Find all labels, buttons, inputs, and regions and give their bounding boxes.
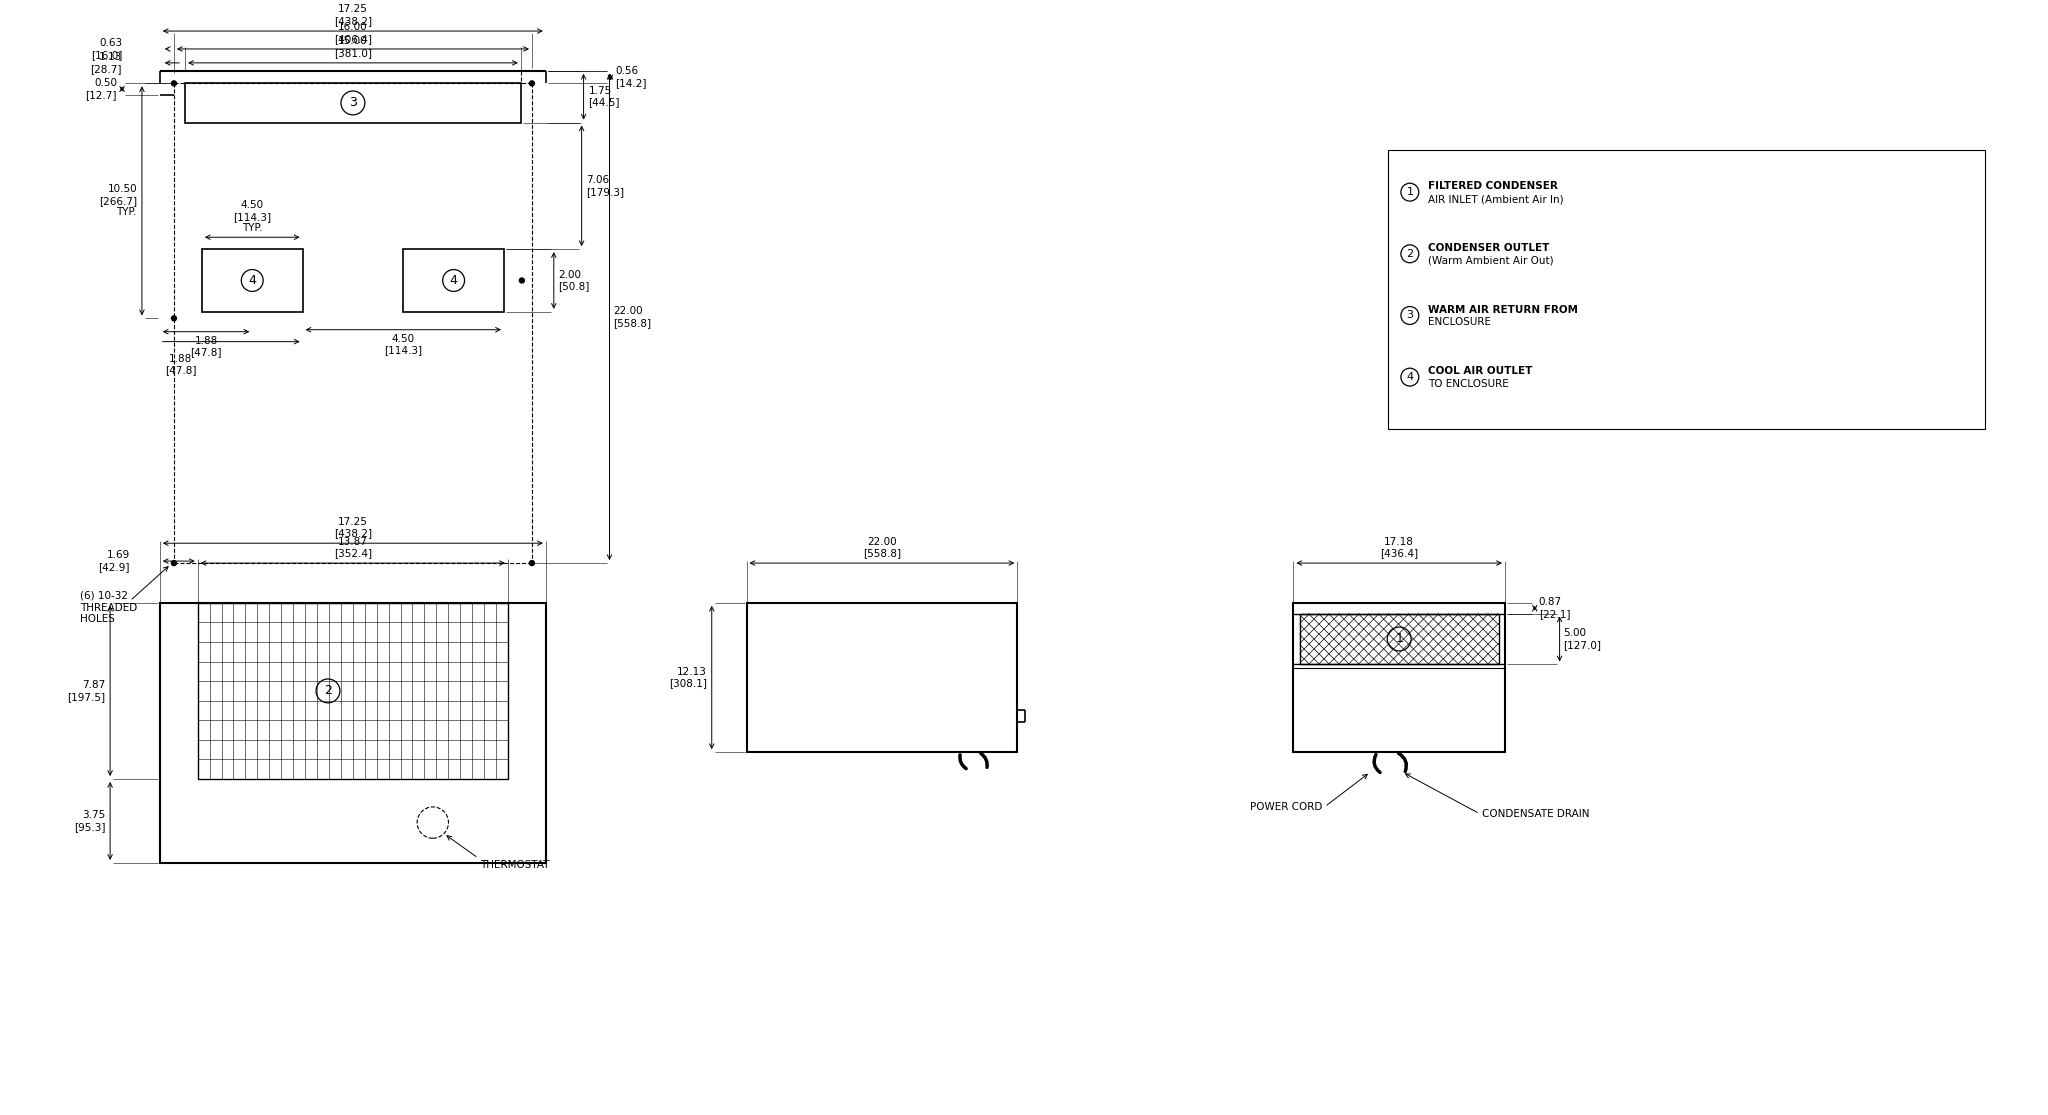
- Text: 1: 1: [1395, 632, 1403, 646]
- Circle shape: [520, 278, 524, 283]
- Bar: [403, 249, 504, 312]
- Circle shape: [172, 561, 176, 565]
- Text: POWER CORD: POWER CORD: [1249, 802, 1323, 812]
- Text: 4: 4: [1407, 372, 1413, 382]
- Text: 3: 3: [1407, 310, 1413, 320]
- Text: 4: 4: [248, 274, 256, 287]
- Text: 22.00
[558.8]: 22.00 [558.8]: [614, 307, 651, 328]
- Text: 17.25
[438.2]: 17.25 [438.2]: [334, 516, 373, 539]
- Text: 3.75
[95.3]: 3.75 [95.3]: [74, 811, 104, 832]
- Text: 2: 2: [324, 685, 332, 697]
- Text: 16.00
[406.4]: 16.00 [406.4]: [334, 22, 373, 43]
- Text: 0.63
[16.0]: 0.63 [16.0]: [90, 38, 123, 60]
- Text: 0.56
[14.2]: 0.56 [14.2]: [614, 66, 647, 88]
- Text: AIR INLET (Ambient Air In): AIR INLET (Ambient Air In): [1427, 194, 1563, 204]
- Text: 1.75
[44.5]: 1.75 [44.5]: [588, 86, 621, 107]
- Text: 13.87
[352.4]: 13.87 [352.4]: [334, 536, 373, 559]
- Text: 15.00
[381.0]: 15.00 [381.0]: [334, 37, 373, 58]
- Text: 17.25
[438.2]: 17.25 [438.2]: [334, 4, 373, 26]
- Text: 10.50
[266.7]
TYP.: 10.50 [266.7] TYP.: [98, 184, 137, 217]
- Bar: [160, 603, 547, 863]
- Text: WARM AIR RETURN FROM: WARM AIR RETURN FROM: [1427, 304, 1577, 314]
- Text: 1.88
[47.8]: 1.88 [47.8]: [190, 336, 221, 357]
- Text: 1: 1: [1407, 187, 1413, 197]
- Text: (6) 10-32
THREADED
HOLES: (6) 10-32 THREADED HOLES: [80, 591, 137, 624]
- Bar: [748, 603, 1018, 753]
- Bar: [184, 84, 520, 123]
- Text: 7.87
[197.5]: 7.87 [197.5]: [68, 680, 104, 701]
- Circle shape: [172, 81, 176, 86]
- Text: 0.50
[12.7]: 0.50 [12.7]: [86, 78, 117, 99]
- Text: 1.13
[28.7]: 1.13 [28.7]: [90, 52, 123, 74]
- Text: 0.87
[22.1]: 0.87 [22.1]: [1538, 598, 1571, 619]
- Text: ENCLOSURE: ENCLOSURE: [1427, 318, 1491, 328]
- Bar: [1300, 613, 1499, 665]
- Text: 3: 3: [348, 96, 356, 109]
- Text: 1.88
[47.8]: 1.88 [47.8]: [166, 353, 197, 375]
- Text: 2: 2: [1407, 249, 1413, 259]
- Text: 17.18
[436.4]: 17.18 [436.4]: [1380, 536, 1419, 559]
- Circle shape: [172, 316, 176, 321]
- Circle shape: [530, 561, 535, 565]
- Text: 1.69
[42.9]: 1.69 [42.9]: [98, 551, 129, 572]
- Text: 4.50
[114.3]
TYP.: 4.50 [114.3] TYP.: [233, 200, 270, 233]
- Circle shape: [530, 81, 535, 86]
- Text: CONDENSATE DRAIN: CONDENSATE DRAIN: [1483, 808, 1589, 818]
- Text: 5.00
[127.0]: 5.00 [127.0]: [1563, 628, 1602, 650]
- Text: FILTERED CONDENSER: FILTERED CONDENSER: [1427, 182, 1559, 191]
- Text: 4: 4: [451, 274, 457, 287]
- Bar: [203, 249, 303, 312]
- Text: CONDENSER OUTLET: CONDENSER OUTLET: [1427, 243, 1548, 253]
- Text: TO ENCLOSURE: TO ENCLOSURE: [1427, 379, 1509, 389]
- Text: (Warm Ambient Air Out): (Warm Ambient Air Out): [1427, 255, 1552, 265]
- Text: 4.50
[114.3]: 4.50 [114.3]: [385, 333, 422, 356]
- Bar: [1389, 151, 1985, 429]
- Bar: [1294, 603, 1505, 753]
- Text: 2.00
[50.8]: 2.00 [50.8]: [557, 270, 590, 291]
- Text: 12.13
[308.1]: 12.13 [308.1]: [670, 667, 707, 688]
- Text: COOL AIR OUTLET: COOL AIR OUTLET: [1427, 366, 1532, 376]
- Text: THERMOSTAT: THERMOSTAT: [481, 860, 549, 870]
- Bar: [199, 603, 508, 779]
- Text: 7.06
[179.3]: 7.06 [179.3]: [586, 175, 625, 196]
- Text: 22.00
[558.8]: 22.00 [558.8]: [862, 536, 901, 559]
